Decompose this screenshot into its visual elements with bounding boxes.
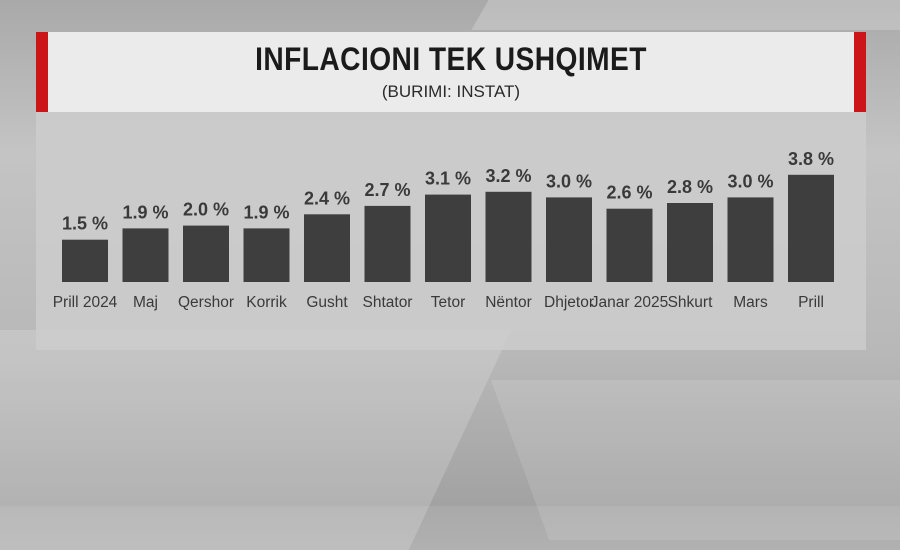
bar-12 [788,174,834,282]
category-label-12: Prill [798,294,824,311]
data-label-4: 2.4 % [304,188,350,208]
bar-0 [62,239,108,282]
category-label-8: Dhjetor [544,294,594,311]
data-label-0: 1.5 % [62,214,108,234]
chart-panel: 1.5 % Prill 2024 1.9 % Maj 2.0 % Qershor 1.9 %… [36,112,866,350]
data-label-12: 3.8 % [788,149,834,169]
category-label-10: Shkurt [668,294,713,311]
bar-4 [304,214,350,282]
bar-1 [122,228,169,282]
background-stripe [471,0,900,30]
category-label-1: Maj [133,294,158,311]
category-label-7: Nëntor [485,294,532,311]
category-label-4: Gusht [306,294,348,311]
chart-header: INFLACIONI TEK USHQIMET (BURIMI: INSTAT) [36,32,866,112]
category-label-9: Janar 2025 [591,294,669,311]
category-label-11: Mars [733,294,768,311]
bar-2 [183,225,229,282]
bar-5 [364,205,411,282]
data-label-7: 3.2 % [485,166,531,186]
category-label-3: Korrik [246,294,287,311]
bar-3 [243,228,290,282]
data-label-9: 2.6 % [606,183,652,203]
data-label-2: 2.0 % [183,200,229,220]
category-label-6: Tetor [431,294,465,311]
category-label-0: Prill 2024 [53,294,118,311]
bar-9 [606,208,653,282]
category-label-2: Qershor [178,294,234,311]
bar-chart: 1.5 % Prill 2024 1.9 % Maj 2.0 % Qershor 1.9 %… [53,149,834,311]
data-label-8: 3.0 % [546,171,592,191]
chart-subtitle: (BURIMI: INSTAT) [381,82,521,101]
data-label-10: 2.8 % [667,177,713,197]
data-label-6: 3.1 % [425,169,471,189]
bar-7 [485,191,532,282]
data-label-1: 1.9 % [122,202,168,222]
bar-11 [727,197,774,282]
data-label-3: 1.9 % [243,202,289,222]
background-stripe [0,330,512,550]
bar-8 [546,197,592,282]
chart-title: INFLACIONI TEK USHQIMET [255,41,647,77]
data-label-11: 3.0 % [727,171,773,191]
data-label-5: 2.7 % [364,180,410,200]
category-label-5: Shtator [363,294,413,311]
accent-bar-left [36,32,48,112]
accent-bar-right [854,32,866,112]
background-stripe [490,380,900,540]
bar-10 [667,203,713,282]
bar-6 [425,194,471,282]
